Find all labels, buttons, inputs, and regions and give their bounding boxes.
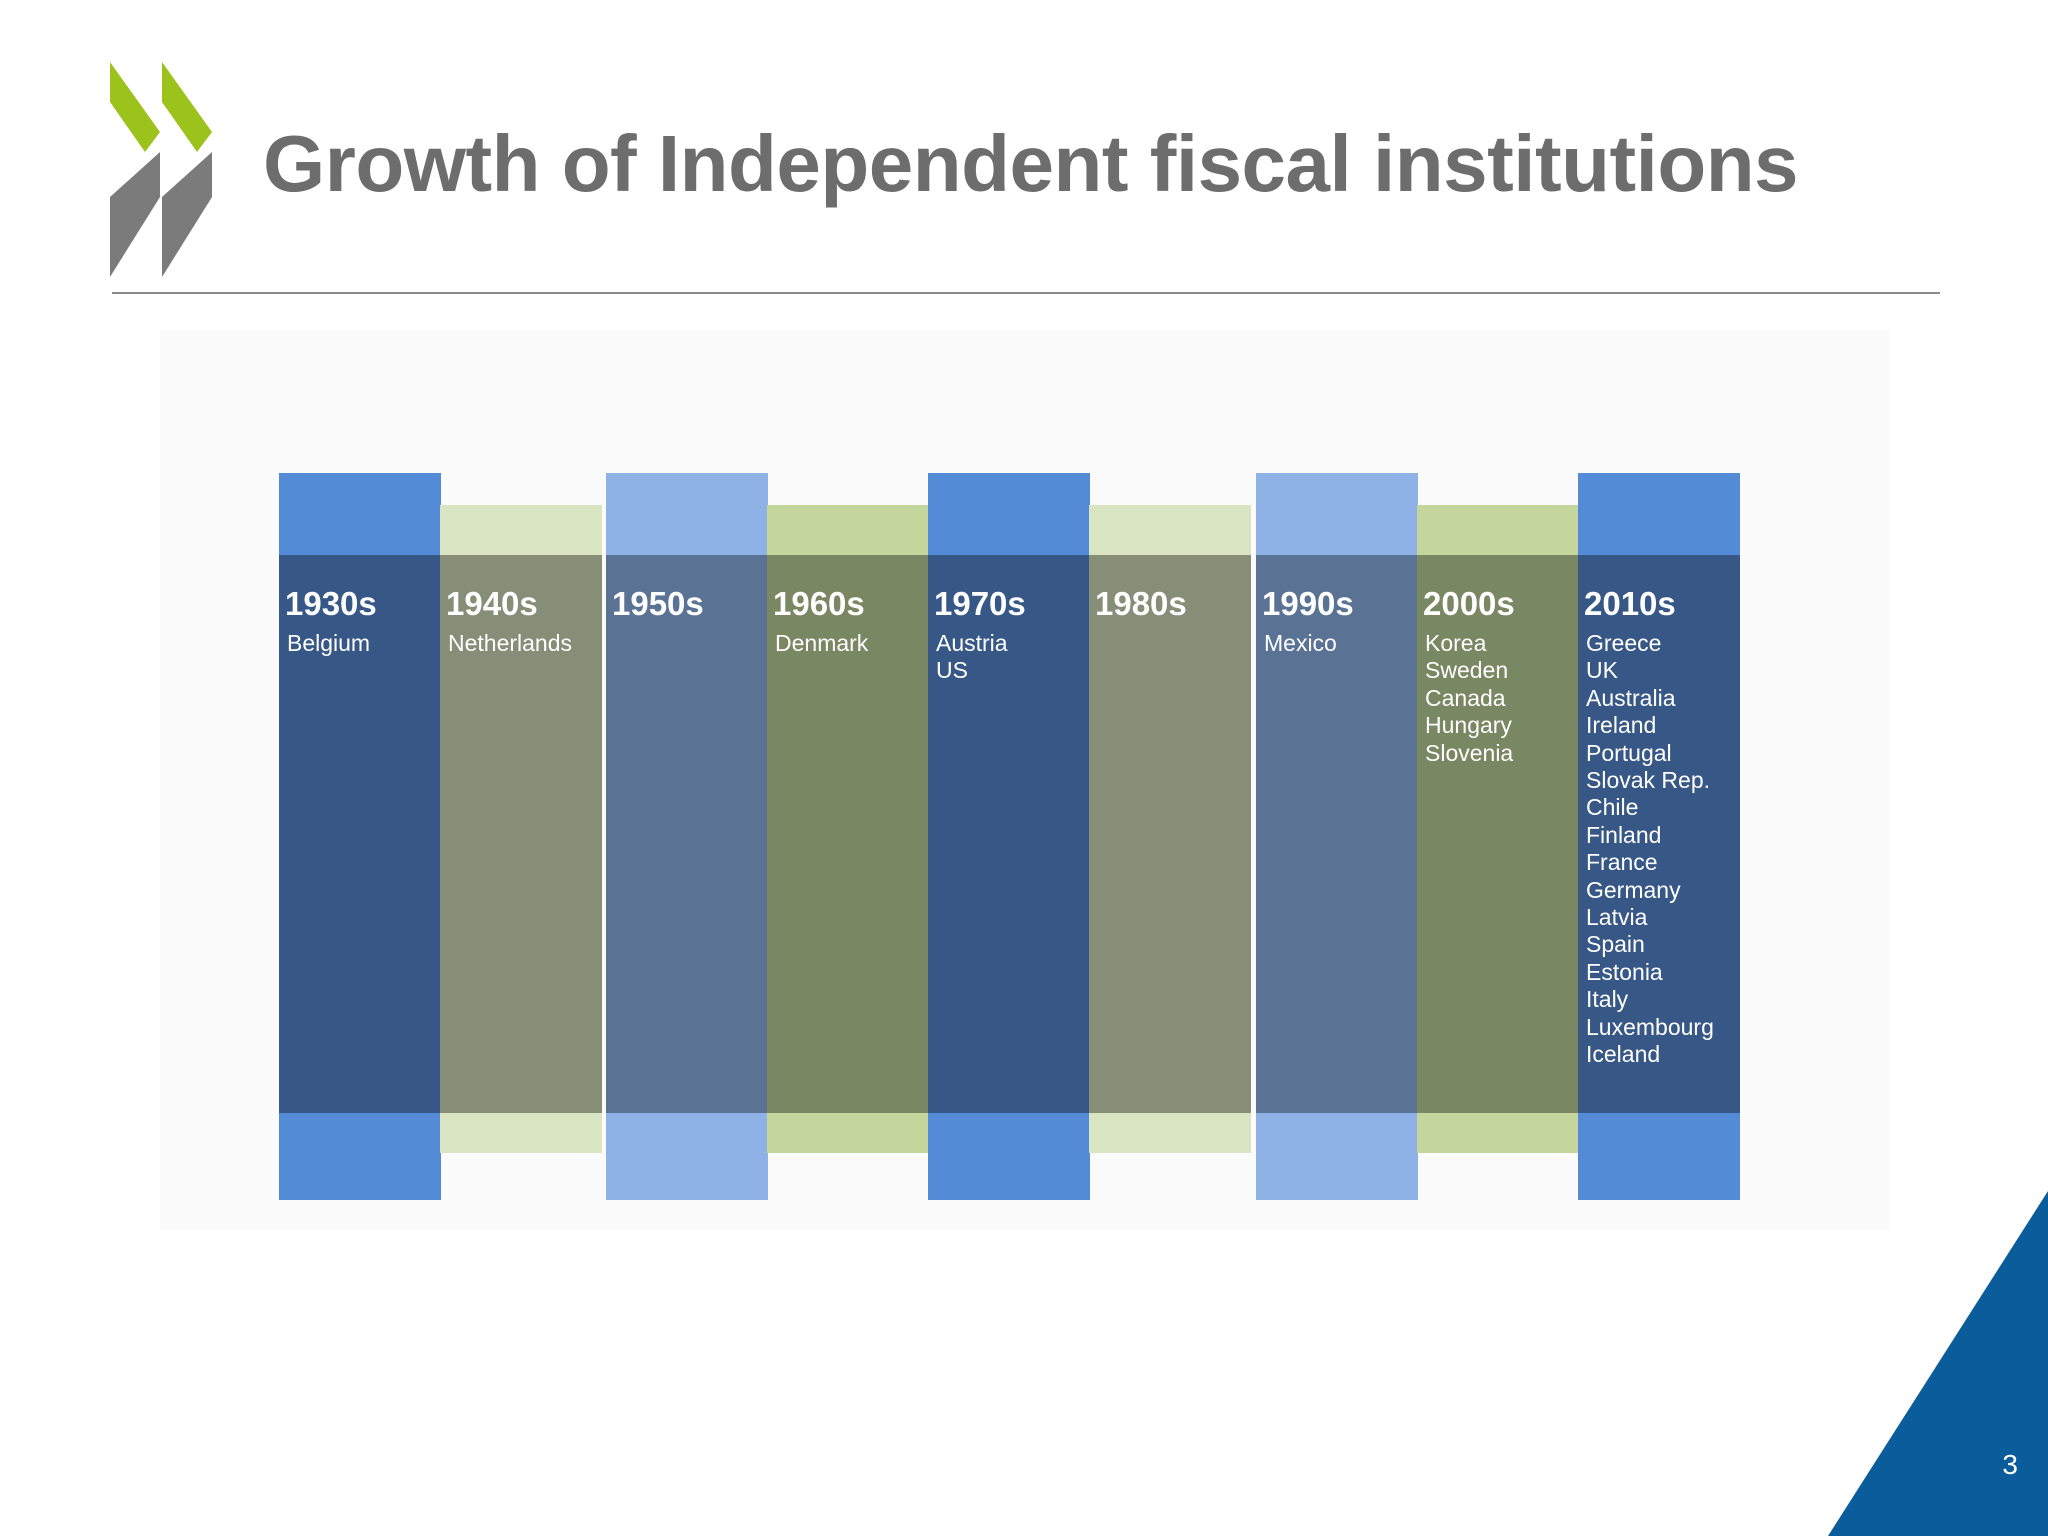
timeline-column-2010s: 2010s Greece UK Australia Ireland Portugal Slo… [1578,473,1740,1200]
column-top-tab [1578,473,1740,555]
column-top-tab [1417,505,1579,555]
corner-triangle-decoration [1828,1191,2048,1536]
column-body [606,555,768,1113]
column-body [1578,555,1740,1113]
country-list: Austria US [936,630,1008,685]
country-item: Belgium [287,630,371,656]
column-bottom-tab [767,1113,929,1153]
column-bottom-tab [606,1113,768,1200]
country-item: Slovenia [1425,739,1514,766]
country-item: France [1586,849,1658,876]
column-bottom-tab [279,1113,441,1200]
title-divider [112,292,1940,294]
country-item: Estonia [1586,958,1663,985]
country-item: Korea [1425,630,1487,656]
column-body [767,555,929,1113]
country-item: Hungary [1425,712,1512,739]
country-list: Mexico [1264,630,1337,657]
column-top-tab [1256,473,1418,555]
column-top-tab [928,473,1090,555]
timeline-column-1960s: 1960s Denmark [767,473,929,1200]
country-item: Canada [1425,684,1506,711]
decade-label: 2000s [1423,585,1515,622]
country-item: Ireland [1586,712,1657,739]
country-list: Netherlands [448,630,572,657]
country-item: Greece [1586,630,1662,656]
column-bottom-tab [928,1113,1090,1200]
country-item: Portugal [1586,739,1672,766]
country-item: US [936,657,968,684]
decade-label: 1980s [1095,585,1187,622]
country-item: Chile [1586,794,1639,821]
country-list: Belgium [287,630,370,657]
oecd-chevron-logo-icon [110,62,212,277]
country-item: UK [1586,657,1618,684]
country-item: Italy [1586,986,1629,1013]
decade-label: 1950s [612,585,704,622]
decade-label: 1940s [446,585,538,622]
country-item: Netherlands [448,630,573,656]
timeline-column-2000s: 2000s Korea Sweden Canada Hungary Slovenia [1417,473,1579,1200]
column-top-tab [279,473,441,555]
timeline-column-1940s: 1940s Netherlands [440,473,602,1200]
country-item: Latvia [1586,904,1648,931]
column-bottom-tab [1089,1113,1251,1153]
column-body [1256,555,1418,1113]
country-item: Germany [1586,876,1681,903]
country-item: Sweden [1425,657,1509,684]
decade-label: 1930s [285,585,377,622]
column-top-tab [606,473,768,555]
column-top-tab [1089,505,1251,555]
decade-label: 1960s [773,585,865,622]
slide-title: Growth of Independent fiscal institution… [263,119,1799,208]
country-item: Slovak Rep. [1586,767,1711,794]
country-item: Iceland [1586,1041,1661,1068]
country-item: Denmark [775,630,869,656]
country-item: Spain [1586,931,1645,958]
country-item: Luxembourg [1586,1013,1714,1040]
country-item: Australia [1586,684,1676,711]
timeline-column-1970s: 1970s Austria US [928,473,1090,1200]
column-body [440,555,602,1113]
column-bottom-tab [1417,1113,1579,1153]
column-body [1417,555,1579,1113]
country-item: Mexico [1264,630,1337,656]
column-top-tab [440,505,602,555]
timeline-column-1990s: 1990s Mexico [1256,473,1418,1200]
column-body [928,555,1090,1113]
country-item: Finland [1586,821,1662,848]
country-list: Denmark [775,630,868,657]
country-list: Korea Sweden Canada Hungary Slovenia [1425,630,1513,767]
country-item: Austria [936,630,1008,656]
decade-label: 1970s [934,585,1026,622]
page-number: 3 [2002,1449,2018,1480]
country-list: Greece UK Australia Ireland Portugal Slovak R… [1586,630,1714,1069]
column-bottom-tab [440,1113,602,1153]
column-body [279,555,441,1113]
column-top-tab [767,505,929,555]
decade-label: 1990s [1262,585,1354,622]
timeline-column-1980s: 1980s [1089,473,1251,1200]
column-bottom-tab [1578,1113,1740,1200]
column-body [1089,555,1251,1113]
timeline-column-1950s: 1950s [606,473,768,1200]
decade-label: 2010s [1584,585,1676,622]
timeline-column-1930s: 1930s Belgium [279,473,441,1200]
column-bottom-tab [1256,1113,1418,1200]
